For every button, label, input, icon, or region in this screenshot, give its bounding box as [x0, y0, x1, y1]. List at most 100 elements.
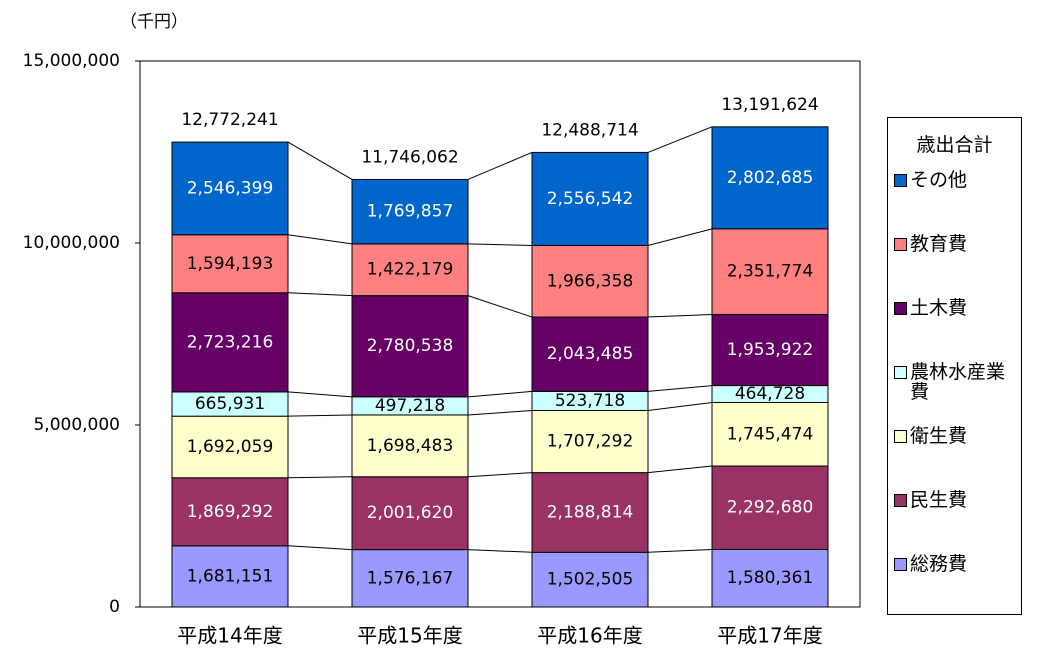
total-label: 13,191,624	[721, 95, 818, 115]
bar-segment	[531, 316, 649, 392]
bar-segment	[531, 151, 649, 246]
legend-label: 農林水産業費	[910, 361, 1006, 403]
total-label: 11,746,062	[361, 147, 458, 167]
legend: 歳出合計 その他教育費土木費農林水産業費衛生費 民生費総務費	[887, 117, 1022, 615]
x-tick-label: 平成15年度	[357, 624, 462, 648]
series-line	[647, 401, 713, 411]
bar-segment	[171, 141, 289, 236]
value-label: 497,218	[375, 396, 445, 416]
bar-segment	[711, 126, 829, 230]
bar-segment	[351, 178, 469, 245]
bar-segment	[351, 476, 469, 551]
series-line	[467, 472, 533, 478]
legend-item: 総務費	[888, 554, 1021, 618]
series-line	[647, 385, 713, 392]
legend-item: 民生費	[888, 490, 1021, 554]
legend-item: その他	[888, 170, 1021, 234]
legend-swatch	[894, 174, 907, 187]
bar-segment	[171, 415, 289, 479]
bar-segment	[351, 549, 469, 608]
legend-item: 教育費	[888, 234, 1021, 298]
legend-swatch	[894, 494, 907, 507]
bar-segment	[531, 472, 649, 553]
series-line	[287, 476, 353, 479]
series-line	[287, 545, 353, 551]
series-line	[467, 409, 533, 416]
value-label: 2,802,685	[727, 168, 814, 188]
y-tick-label: 0	[109, 597, 120, 617]
bar-segment	[711, 465, 829, 550]
bar-segment	[351, 243, 469, 297]
legend-label: 土木費	[910, 297, 968, 319]
bar-segment	[531, 551, 649, 608]
y-unit-label: （千円）	[120, 12, 188, 32]
value-label: 1,869,292	[187, 502, 274, 522]
series-line	[467, 390, 533, 398]
legend-swatch	[894, 302, 907, 315]
y-tick-label: 15,000,000	[23, 51, 120, 71]
value-label: 1,594,193	[187, 254, 274, 274]
legend-swatch	[894, 366, 907, 379]
y-tick-label: 5,000,000	[33, 415, 120, 435]
bar-segment	[711, 401, 829, 467]
value-label: 1,580,361	[727, 568, 814, 588]
bar-segment	[531, 409, 649, 474]
value-label: 1,769,857	[367, 202, 454, 222]
legend-swatch	[894, 430, 907, 443]
total-label: 12,772,241	[181, 110, 278, 130]
bar-segment	[171, 391, 289, 417]
legend-item: 衛生費	[888, 426, 1021, 490]
bar-segment	[711, 313, 829, 387]
legend-swatch	[894, 558, 907, 571]
legend-swatch	[894, 238, 907, 251]
series-line	[287, 141, 353, 180]
value-label: 523,718	[555, 391, 625, 411]
bar-segment	[531, 244, 649, 318]
bar-segment	[351, 414, 469, 478]
value-label: 1,707,292	[547, 432, 634, 452]
legend-label: 民生費	[910, 489, 968, 511]
series-line	[287, 292, 353, 297]
bar-segment	[711, 548, 829, 608]
value-label: 2,043,485	[547, 344, 634, 364]
value-label: 2,780,538	[367, 336, 454, 356]
value-label: 1,576,167	[367, 568, 454, 588]
value-label: 464,728	[735, 384, 805, 404]
value-label: 1,745,474	[727, 424, 814, 444]
bar-segment	[171, 292, 289, 393]
series-line	[287, 391, 353, 398]
value-label: 2,723,216	[187, 332, 274, 352]
x-tick-label: 平成16年度	[537, 624, 642, 648]
x-tick-label: 平成17年度	[717, 624, 822, 648]
series-line	[647, 126, 713, 153]
legend-label: 教育費	[910, 233, 968, 255]
series-line	[647, 228, 713, 246]
bar-segment	[171, 234, 289, 294]
value-label: 1,953,922	[727, 340, 814, 360]
legend-label: その他	[910, 169, 968, 191]
y-tick-label: 10,000,000	[23, 233, 120, 253]
value-label: 2,292,680	[727, 498, 814, 518]
series-line	[647, 313, 713, 318]
total-label: 12,488,714	[541, 120, 638, 140]
legend-label: 総務費	[910, 553, 968, 575]
legend-item: 農林水産業費	[888, 362, 1021, 426]
legend-title: 歳出合計	[916, 134, 993, 156]
bar-segment	[711, 228, 829, 315]
value-label: 2,556,542	[547, 189, 634, 209]
legend-item: 土木費	[888, 298, 1021, 362]
series-line	[647, 465, 713, 474]
series-line	[467, 243, 533, 246]
series-line	[467, 151, 533, 180]
value-label: 2,351,774	[727, 262, 814, 282]
series-line	[287, 414, 353, 417]
plot-area	[139, 60, 861, 608]
value-label: 2,546,399	[187, 178, 274, 198]
series-line	[467, 295, 533, 318]
series-line	[287, 234, 353, 245]
value-label: 1,681,151	[187, 566, 274, 586]
value-label: 1,502,505	[547, 570, 634, 590]
value-label: 1,692,059	[187, 437, 274, 457]
value-label: 1,698,483	[367, 436, 454, 456]
